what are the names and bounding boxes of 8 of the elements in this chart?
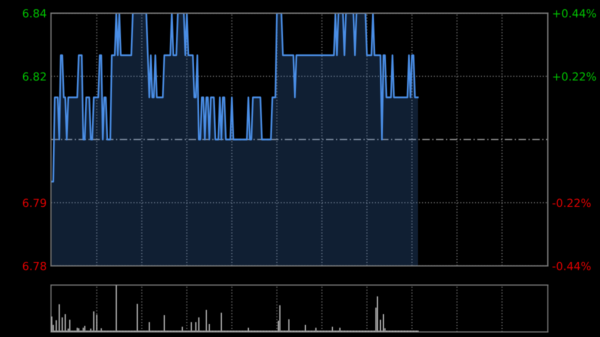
y-tick-label: 6.78 — [22, 262, 46, 270]
y2-tick-label: -0.22% — [552, 198, 591, 208]
y2-tick-label: +0.44% — [553, 9, 596, 18]
y2-tick-label: +0.22% — [553, 72, 596, 81]
y-tick-label: 6.79 — [22, 198, 46, 208]
y-tick-label: 6.84 — [22, 9, 46, 18]
y-tick-label: 6.82 — [22, 72, 46, 81]
y2-tick-label: -0.44% — [552, 262, 591, 270]
